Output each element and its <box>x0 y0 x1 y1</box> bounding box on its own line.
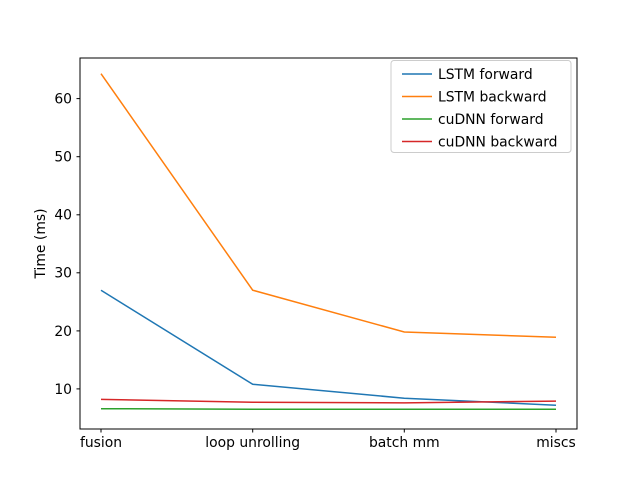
x-tick-label: batch mm <box>369 435 440 451</box>
series-line-cudnn-forward <box>100 407 556 411</box>
series-lines <box>100 73 557 411</box>
series-line-lstm-backward <box>100 73 557 339</box>
x-tick-label: fusion <box>80 435 122 451</box>
y-tick-label: 60 <box>54 91 72 107</box>
y-axis: 10 20 30 40 50 60 <box>54 91 80 398</box>
x-tick-label: loop unrolling <box>205 435 300 451</box>
legend: LSTM forward LSTM backward cuDNN forward… <box>390 60 572 153</box>
x-tick-label: miscs <box>536 435 576 451</box>
legend-box <box>390 60 572 153</box>
y-tick-label: 40 <box>54 208 72 224</box>
legend-label-cudnn-backward: cuDNN backward <box>438 135 558 151</box>
y-tick-label: 50 <box>54 150 72 166</box>
y-axis-label: Time (ms) <box>33 208 49 279</box>
legend-label-cudnn-forward: cuDNN forward <box>438 112 544 128</box>
legend-label-lstm-backward: LSTM backward <box>438 90 547 106</box>
plot-border <box>79 57 578 430</box>
y-tick-label: 30 <box>54 266 72 282</box>
x-axis: fusion loop unrolling batch mm miscs <box>80 429 576 451</box>
series-line-lstm-forward <box>100 289 557 406</box>
legend-label-lstm-forward: LSTM forward <box>438 67 533 83</box>
y-tick-label: 10 <box>54 382 72 398</box>
y-tick-label: 20 <box>54 324 72 340</box>
series-line-cudnn-backward <box>100 398 557 404</box>
